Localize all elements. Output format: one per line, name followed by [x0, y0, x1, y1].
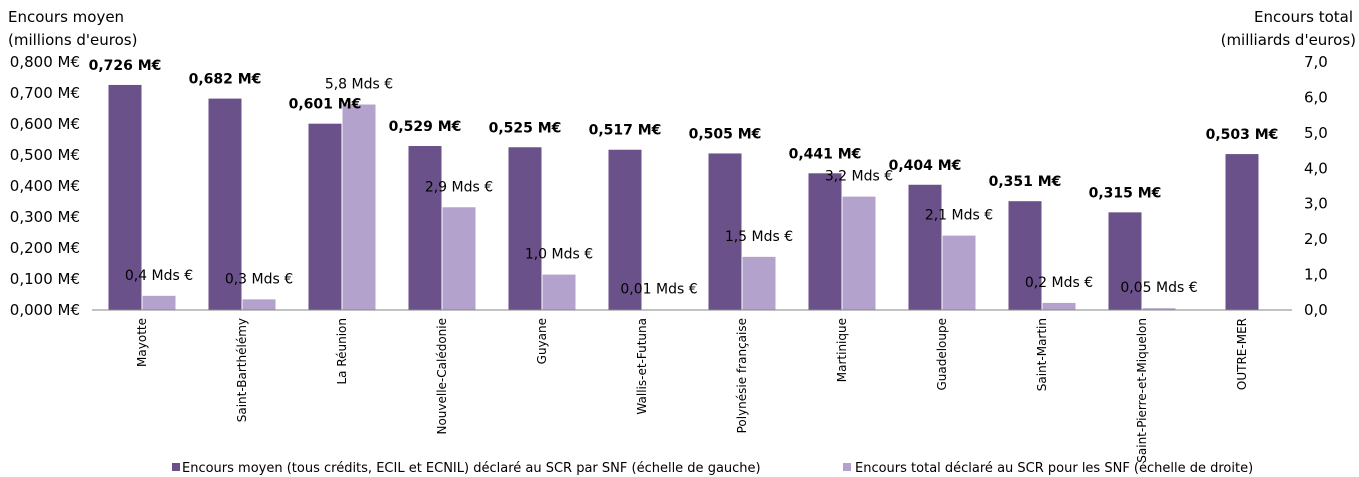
left-tick-label: 0,800 M€ [10, 53, 80, 71]
category-label: Polynésie française [735, 318, 749, 433]
right-tick-label: 6,0 [1304, 88, 1328, 106]
data-label-series-2: 5,8 Mds € [325, 77, 393, 93]
data-label-series-2: 3,2 Mds € [825, 169, 893, 185]
data-label-series-1: 0,726 M€ [89, 58, 162, 74]
bar-series-1 [208, 98, 242, 310]
legend-swatch-series-1 [172, 463, 180, 471]
bar-series-2 [1142, 308, 1176, 310]
bar-series-1 [1008, 201, 1042, 310]
data-label-series-2: 0,05 Mds € [1120, 280, 1197, 296]
bar-series-2 [442, 207, 476, 310]
right-tick-label: 2,0 [1304, 230, 1328, 248]
right-axis: 0,0 1,0 2,0 3,0 4,0 5,0 6,0 7,0 [1304, 53, 1328, 319]
legend-label-series-2: Encours total déclaré au SCR pour les SN… [855, 461, 1253, 476]
right-tick-label: 5,0 [1304, 124, 1328, 142]
data-label-series-2: 1,5 Mds € [725, 229, 793, 245]
category-label: Nouvelle-Calédonie [435, 318, 449, 435]
right-tick-label: 0,0 [1304, 301, 1328, 319]
data-label-series-1: 0,525 M€ [489, 120, 562, 136]
data-label-series-1: 0,517 M€ [589, 123, 662, 139]
right-axis-title-line1: Encours total [1254, 8, 1353, 26]
left-tick-label: 0,100 M€ [10, 270, 80, 288]
bar-series-1 [108, 84, 142, 310]
bar-series-1 [1108, 212, 1142, 310]
data-label-series-1: 0,404 M€ [889, 158, 962, 174]
right-tick-label: 7,0 [1304, 53, 1328, 71]
right-tick-label: 4,0 [1304, 159, 1328, 177]
left-axis-title-line2: (millions d'euros) [8, 31, 137, 49]
data-label-series-2: 2,9 Mds € [425, 179, 493, 195]
data-label-series-1: 0,601 M€ [289, 97, 362, 113]
bar-series-2 [542, 274, 576, 310]
bar-series-2 [742, 256, 776, 310]
right-tick-label: 3,0 [1304, 195, 1328, 213]
left-axis: 0,000 M€ 0,100 M€ 0,200 M€ 0,300 M€ 0,400 M€… [10, 53, 80, 319]
data-label-series-1: 0,503 M€ [1206, 127, 1279, 143]
bar-series-2 [142, 295, 176, 310]
data-label-series-1: 0,351 M€ [989, 174, 1062, 190]
category-label: Guyane [535, 318, 549, 364]
category-label: Saint-Martin [1035, 318, 1049, 391]
bar-series-1 [708, 153, 742, 310]
category-label: Guadeloupe [935, 318, 949, 391]
bar-series-1 [808, 173, 842, 310]
left-tick-label: 0,600 M€ [10, 115, 80, 133]
right-axis-title-line2: (milliards d'euros) [1221, 31, 1356, 49]
data-labels: 0,726 M€ 0,4 Mds € 0,682 M€ 0,3 Mds € 0,601 … [89, 58, 1279, 298]
bar-series-1 [408, 146, 442, 310]
category-label: Wallis-et-Futuna [635, 318, 649, 415]
left-tick-label: 0,000 M€ [10, 301, 80, 319]
bar-series-1 [1225, 154, 1259, 310]
data-label-series-1: 0,529 M€ [389, 119, 462, 135]
left-axis-title-line1: Encours moyen [8, 8, 124, 26]
bar-series-2 [242, 299, 276, 310]
category-labels: Mayotte Saint-Barthélémy La Réunion Nouvell… [135, 318, 1249, 463]
data-label-series-2: 1,0 Mds € [525, 247, 593, 263]
bar-series-1 [608, 149, 642, 310]
data-label-series-2: 0,3 Mds € [225, 271, 293, 287]
left-tick-label: 0,200 M€ [10, 239, 80, 257]
category-label: Martinique [835, 318, 849, 382]
category-label: OUTRE-MER [1235, 318, 1249, 390]
bar-series-1 [308, 123, 342, 310]
category-label: Mayotte [135, 318, 149, 367]
data-label-series-1: 0,682 M€ [189, 72, 262, 88]
bar-series-2 [842, 196, 876, 310]
bar-series-1 [508, 147, 542, 310]
left-tick-label: 0,300 M€ [10, 208, 80, 226]
data-label-series-1: 0,505 M€ [689, 126, 762, 142]
bar-series-2 [942, 235, 976, 310]
data-label-series-1: 0,315 M€ [1089, 185, 1162, 201]
left-tick-label: 0,500 M€ [10, 146, 80, 164]
category-label: Saint-Pierre-et-Miquelon [1135, 318, 1149, 463]
data-label-series-2: 0,4 Mds € [125, 268, 193, 284]
category-label: Saint-Barthélémy [235, 318, 249, 422]
data-label-series-2: 2,1 Mds € [925, 208, 993, 224]
category-label: La Réunion [335, 318, 349, 385]
data-label-series-1: 0,441 M€ [789, 146, 862, 162]
legend: Encours moyen (tous crédits, ECIL et ECN… [172, 461, 1253, 476]
legend-label-series-1: Encours moyen (tous crédits, ECIL et ECN… [182, 461, 761, 476]
bar-series-2 [342, 104, 376, 310]
legend-swatch-series-2 [843, 463, 851, 471]
left-tick-label: 0,400 M€ [10, 177, 80, 195]
bars [108, 84, 1259, 311]
left-tick-label: 0,700 M€ [10, 84, 80, 102]
bar-series-2 [1042, 302, 1076, 310]
data-label-series-2: 0,2 Mds € [1025, 275, 1093, 291]
data-label-series-2: 0,01 Mds € [620, 282, 697, 298]
bar-series-1 [908, 184, 942, 310]
right-tick-label: 1,0 [1304, 266, 1328, 284]
